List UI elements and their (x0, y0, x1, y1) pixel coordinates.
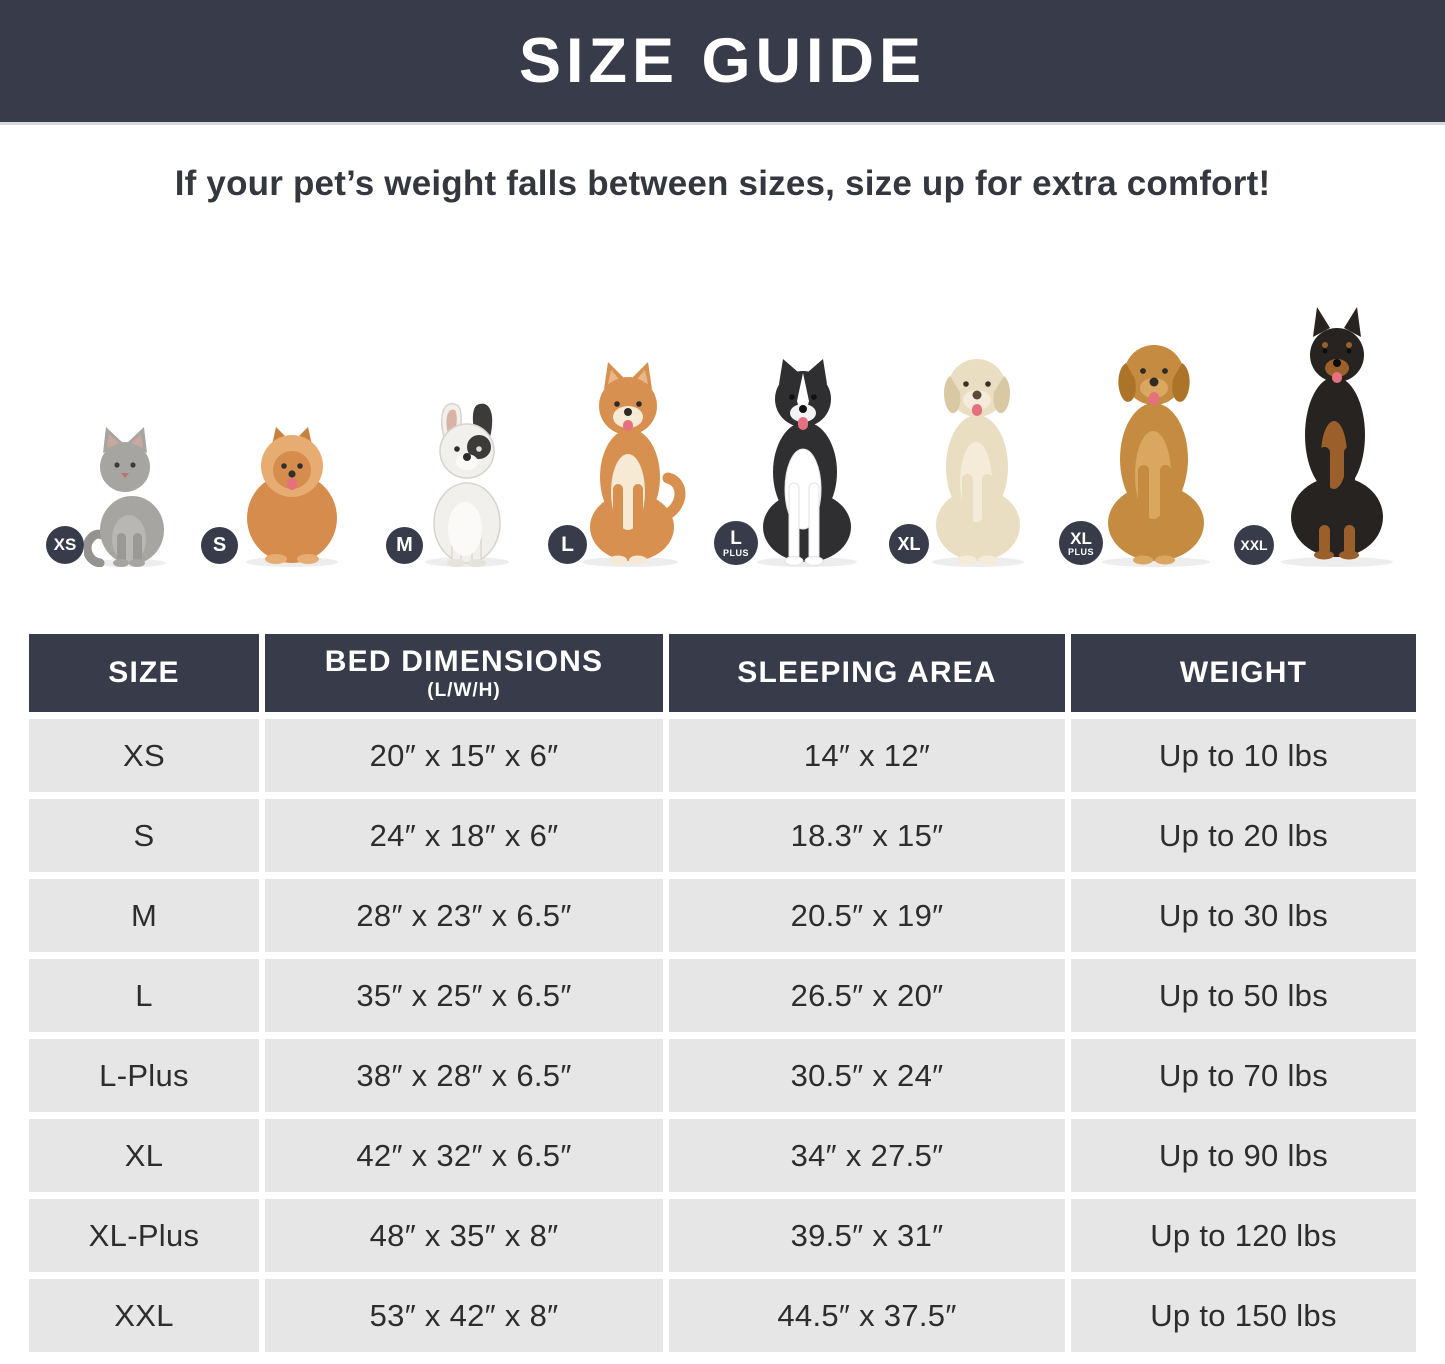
col-header-size: SIZE (29, 634, 259, 712)
col-header-weight-label: WEIGHT (1179, 656, 1308, 689)
subtitle: If your pet’s weight falls between sizes… (174, 164, 1271, 203)
cell-sleeping-xl-plus: 39.5″ x 31″ (669, 1199, 1065, 1272)
cell-sleeping-s: 18.3″ x 15″ (669, 799, 1065, 872)
cell-bed-xl-plus: 48″ x 35″ x 8″ (265, 1199, 663, 1272)
cell-bed-m: 28″ x 23″ x 6.5″ (265, 879, 663, 952)
cell-size-m: M (29, 879, 259, 952)
size-badge-xl-label: XL (897, 533, 921, 554)
cell-weight-xxl: Up to 150 lbs (1071, 1279, 1416, 1352)
size-badge-xl-plus-sublabel: PLUS (1067, 546, 1094, 557)
cell-weight-l-plus: Up to 70 lbs (1071, 1039, 1416, 1112)
size-badge-xs-label: XS (53, 535, 77, 554)
size-badge-xxl: XXL (1234, 525, 1274, 565)
size-badge-m: M (386, 527, 423, 564)
cell-weight-xl-plus: Up to 120 lbs (1071, 1199, 1416, 1272)
size-badge-xl: XL (889, 524, 929, 564)
pet-size-row: XS S M L L PLUS XL XL PLUS XXL (0, 290, 1445, 575)
cell-bed-xxl: 53″ x 42″ x 8″ (265, 1279, 663, 1352)
golden-retriever-illustration (1102, 345, 1210, 567)
cell-size-xl-plus: XL-Plus (29, 1199, 259, 1272)
pet-doberman (1267, 305, 1407, 567)
cell-weight-m: Up to 30 lbs (1071, 879, 1416, 952)
border-collie-illustration (757, 359, 857, 567)
size-badge-xl-plus: XL PLUS (1059, 521, 1103, 565)
cell-size-s: S (29, 799, 259, 872)
pet-cat (84, 417, 169, 567)
cell-weight-xl: Up to 90 lbs (1071, 1119, 1416, 1192)
cell-size-l: L (29, 959, 259, 1032)
labrador-illustration (932, 359, 1024, 567)
size-badge-xs: XS (46, 526, 84, 564)
size-badge-xl-plus-label: XL (1070, 528, 1092, 548)
size-badge-l-label: L (561, 532, 574, 556)
size-badge-xxl-label: XXL (1240, 536, 1268, 553)
pet-shiba-inu (570, 362, 690, 567)
pet-border-collie (743, 357, 868, 567)
cell-size-xs: XS (29, 719, 259, 792)
col-header-sleeping-area: SLEEPING AREA (669, 634, 1065, 712)
pet-french-bulldog (415, 397, 520, 567)
col-header-size-label: SIZE (108, 656, 180, 689)
cell-sleeping-m: 20.5″ x 19″ (669, 879, 1065, 952)
size-badge-m-label: M (396, 534, 413, 556)
cell-sleeping-l-plus: 30.5″ x 24″ (669, 1039, 1065, 1112)
col-header-bed-dimensions: BED DIMENSIONS (L/W/H) (265, 634, 663, 712)
size-badge-s-label: S (212, 534, 227, 556)
col-header-weight: WEIGHT (1071, 634, 1416, 712)
cell-weight-xs: Up to 10 lbs (1071, 719, 1416, 792)
pet-labrador (920, 342, 1035, 567)
cell-size-xl: XL (29, 1119, 259, 1192)
size-table: SIZE BED DIMENSIONS (L/W/H) SLEEPING ARE… (29, 634, 1416, 1352)
cell-bed-l: 35″ x 25″ x 6.5″ (265, 959, 663, 1032)
cell-bed-xs: 20″ x 15″ x 6″ (265, 719, 663, 792)
size-badge-l: L (548, 525, 587, 564)
cell-bed-s: 24″ x 18″ x 6″ (265, 799, 663, 872)
cell-sleeping-xs: 14″ x 12″ (669, 719, 1065, 792)
header-bar: SIZE GUIDE (0, 0, 1445, 125)
size-badge-l-plus-sublabel: PLUS (722, 547, 749, 558)
cell-bed-l-plus: 38″ x 28″ x 6.5″ (265, 1039, 663, 1112)
cell-weight-l: Up to 50 lbs (1071, 959, 1416, 1032)
cell-sleeping-xl: 34″ x 27.5″ (669, 1119, 1065, 1192)
cell-sleeping-xxl: 44.5″ x 37.5″ (669, 1279, 1065, 1352)
cell-size-l-plus: L-Plus (29, 1039, 259, 1112)
cell-size-xxl: XXL (29, 1279, 259, 1352)
page-title: SIZE GUIDE (518, 26, 927, 96)
cat-illustration (84, 427, 166, 567)
size-badge-s: S (201, 527, 238, 564)
col-header-bed-dimensions-label: BED DIMENSIONS (324, 644, 604, 678)
pet-pomeranian (234, 422, 349, 567)
col-header-bed-dimensions-sublabel: (L/W/H) (427, 679, 501, 701)
pomeranian-illustration (246, 427, 338, 567)
col-header-sleeping-area-label: SLEEPING AREA (737, 656, 997, 689)
size-badge-l-plus-label: L (730, 527, 742, 549)
doberman-illustration (1281, 307, 1393, 567)
french-bulldog-illustration (425, 402, 509, 567)
cell-bed-xl: 42″ x 32″ x 6.5″ (265, 1119, 663, 1192)
size-badge-l-plus: L PLUS (714, 521, 758, 565)
cell-sleeping-l: 26.5″ x 20″ (669, 959, 1065, 1032)
shiba-inu-illustration (582, 362, 686, 567)
cell-weight-s: Up to 20 lbs (1071, 799, 1416, 872)
pet-golden-retriever (1088, 327, 1223, 567)
